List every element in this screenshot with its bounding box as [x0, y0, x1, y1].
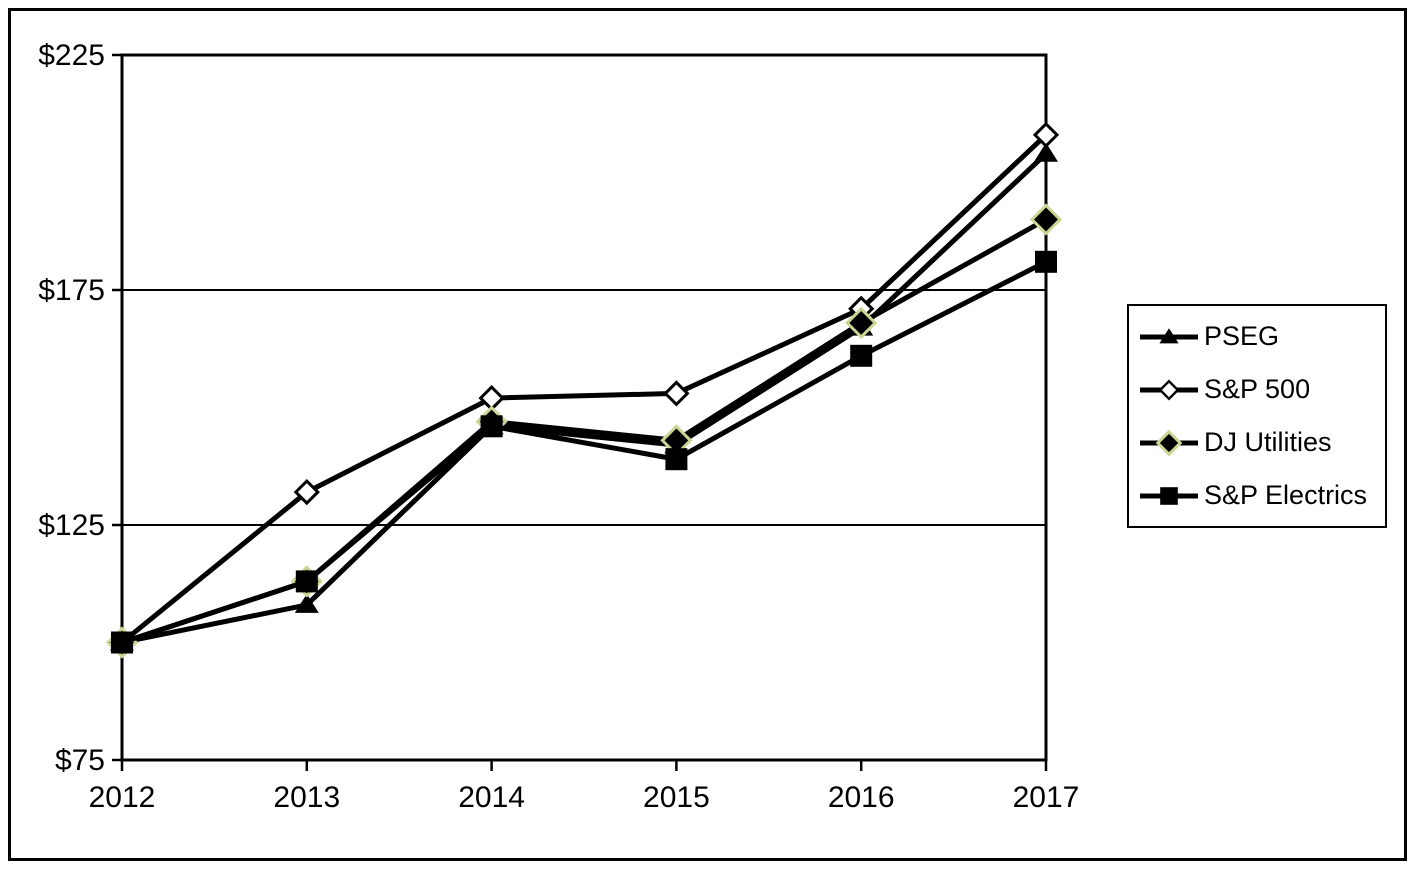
x-tick-label-2016: 2016 [828, 781, 895, 814]
legend-marker-sp-electrics [1140, 486, 1198, 505]
legend-marker-dj-utilities [1140, 429, 1198, 456]
marker-s-p-500-2013 [293, 478, 320, 506]
legend-item-sp-electrics: S&P Electrics [1140, 480, 1381, 511]
legend-marker-sp-500 [1140, 379, 1198, 400]
filled-square-icon [1160, 486, 1178, 505]
filled-diamond-green-outline-icon [1155, 429, 1183, 456]
marker-s-p-electrics-2014 [480, 415, 503, 438]
marker-s-p-electrics-2013 [295, 570, 318, 593]
line-pseg [121, 151, 1048, 645]
y-tick-label-75: $75 [55, 744, 105, 777]
legend-marker-pseg [1140, 327, 1198, 343]
filled-triangle-icon [1159, 327, 1179, 343]
legend-label-dj-utilities: DJ Utilities [1204, 427, 1332, 457]
line-s-p-electrics [121, 259, 1048, 645]
y-tick-label-175: $175 [38, 274, 105, 307]
legend-item-dj-utilities: DJ Utilities [1140, 427, 1381, 458]
marker-s-p-electrics-2015 [665, 448, 688, 471]
marker-pseg-2017 [1034, 142, 1058, 162]
marker-s-p-electrics-2017 [1035, 250, 1057, 273]
marker-s-p-500-2015 [663, 380, 690, 407]
x-tick-label-2015: 2015 [643, 781, 710, 814]
legend-label-pseg: PSEG [1204, 321, 1280, 351]
y-tick-label-125: $125 [38, 509, 105, 542]
x-tick-label-2014: 2014 [458, 781, 525, 814]
legend-label-sp-500: S&P 500 [1204, 374, 1311, 404]
marker-pseg-2013 [294, 593, 319, 613]
marker-dj-utilities-2017 [1029, 203, 1063, 236]
plot-frame [120, 53, 1048, 762]
x-tick-label-2013: 2013 [273, 781, 340, 814]
legend-label-sp-electrics: S&P Electrics [1204, 480, 1368, 510]
legend-item-sp-500: S&P 500 [1140, 374, 1381, 405]
marker-s-p-electrics-2016 [850, 344, 873, 367]
legend-item-pseg: PSEG [1140, 321, 1381, 352]
legend: PSEG S&P 500 DJ Utilities S&P Electrics [1127, 304, 1387, 528]
marker-dj-utilities-2016 [845, 306, 878, 340]
line-s-p-500 [120, 133, 1048, 645]
x-tick-label-2017: 2017 [1013, 781, 1080, 814]
marker-s-p-electrics-2012 [111, 631, 133, 654]
open-diamond-icon [1158, 379, 1180, 400]
marker-s-p-500-2017 [1032, 121, 1060, 149]
x-tick-label-2012: 2012 [89, 781, 156, 814]
y-tick-label-225: $225 [38, 39, 105, 72]
